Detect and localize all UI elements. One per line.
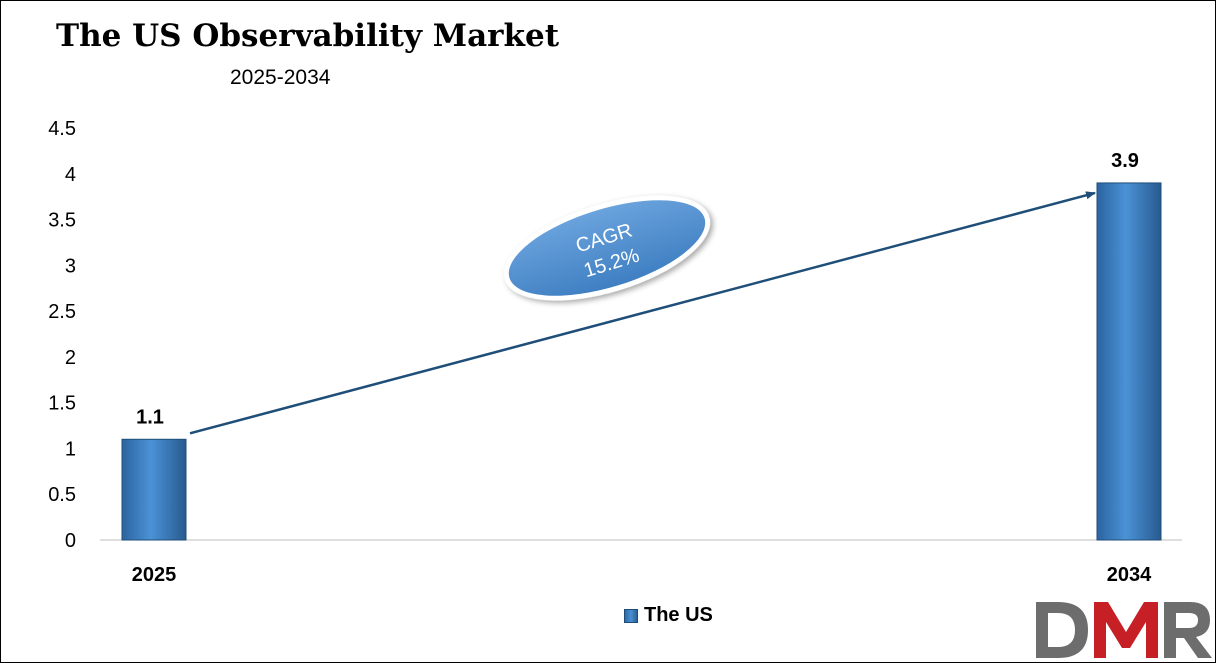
- y-tick-label: 2: [65, 347, 76, 369]
- growth-arrow: [189, 191, 1096, 435]
- data-label: 3.9: [1111, 150, 1139, 172]
- bar-2034: [1096, 182, 1162, 541]
- y-tick-label: 3.5: [48, 210, 76, 232]
- y-tick-label: 1.5: [48, 393, 76, 415]
- y-tick-label: 3: [65, 255, 76, 277]
- chart-title: The US Observability Market: [56, 18, 560, 54]
- data-label: 1.1: [136, 406, 164, 428]
- x-tick-label: 2025: [132, 564, 177, 586]
- y-tick-label: 1: [65, 438, 76, 460]
- dmr-logo: [1036, 602, 1212, 658]
- y-tick-label: 0.5: [48, 484, 76, 506]
- x-tick-label: 2034: [1107, 564, 1152, 586]
- x-axis-labels: 2025 2034: [132, 564, 1152, 586]
- y-tick-label: 4.5: [48, 118, 76, 140]
- legend: The US: [624, 604, 713, 627]
- bar-2025: [121, 438, 187, 541]
- y-axis-ticks: 0 0.5 1 1.5 2 2.5 3 3.5 4 4.5: [48, 118, 76, 552]
- y-tick-label: 4: [65, 164, 76, 186]
- dmr-logo-mark: [1036, 602, 1212, 658]
- cagr-badge: CAGR 15.2%: [503, 195, 711, 301]
- y-tick-label: 2.5: [48, 301, 76, 323]
- bar-series: 1.1 3.9: [121, 150, 1162, 541]
- legend-swatch: [624, 608, 638, 623]
- legend-label: The US: [644, 604, 713, 626]
- y-tick-label: 0: [65, 530, 76, 552]
- chart-subtitle: 2025-2034: [230, 66, 331, 89]
